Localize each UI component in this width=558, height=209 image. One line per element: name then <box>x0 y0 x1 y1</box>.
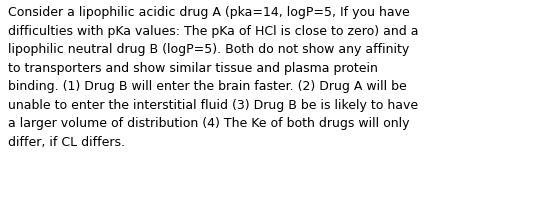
Text: Consider a lipophilic acidic drug A (pka=14, logP=5, If you have
difficulties wi: Consider a lipophilic acidic drug A (pka… <box>8 6 419 149</box>
